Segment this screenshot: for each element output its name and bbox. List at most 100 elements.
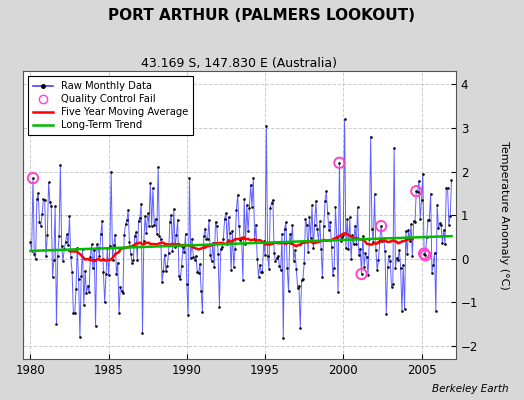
Point — [37, 222, 45, 229]
Point — [377, 223, 385, 229]
Point — [355, 252, 363, 259]
Point — [413, 189, 422, 195]
Point — [39, 196, 48, 202]
Point — [67, 254, 75, 260]
Point — [68, 269, 77, 275]
Point — [189, 254, 198, 260]
Point — [399, 262, 408, 268]
Point — [417, 197, 425, 204]
Point — [69, 310, 78, 316]
Point — [250, 236, 259, 243]
Point — [373, 267, 381, 274]
Point — [185, 175, 194, 181]
Point — [201, 226, 209, 232]
Point — [147, 222, 156, 229]
Point — [200, 233, 208, 240]
Point — [26, 239, 35, 246]
Point — [134, 218, 143, 224]
Point — [270, 250, 278, 256]
Point — [56, 162, 64, 168]
Point — [299, 276, 307, 282]
Point — [211, 219, 220, 225]
Point — [215, 304, 224, 310]
Point — [74, 276, 83, 282]
Point — [421, 252, 430, 258]
Point — [172, 232, 181, 238]
Point — [218, 244, 226, 250]
Point — [168, 248, 177, 254]
Point — [154, 164, 162, 170]
Point — [194, 270, 203, 276]
Point — [183, 281, 191, 288]
Point — [421, 252, 430, 258]
Point — [381, 248, 389, 255]
Point — [111, 232, 119, 238]
Point — [162, 268, 170, 274]
Point — [219, 236, 227, 242]
Point — [271, 258, 280, 264]
Point — [193, 269, 201, 275]
Point — [222, 210, 230, 216]
Point — [437, 222, 445, 228]
Point — [195, 261, 204, 267]
Point — [139, 238, 148, 244]
Point — [151, 216, 160, 222]
Point — [91, 323, 100, 330]
Point — [353, 204, 362, 210]
Point — [387, 284, 396, 290]
Point — [407, 221, 416, 227]
Point — [123, 217, 131, 224]
Point — [419, 170, 427, 177]
Point — [90, 247, 99, 254]
Point — [53, 252, 62, 259]
Point — [108, 256, 117, 263]
Point — [246, 182, 255, 188]
Point — [102, 271, 110, 278]
Legend: Raw Monthly Data, Quality Control Fail, Five Year Moving Average, Long-Term Tren: Raw Monthly Data, Quality Control Fail, … — [28, 76, 193, 135]
Point — [358, 232, 367, 239]
Point — [116, 283, 125, 290]
Point — [138, 330, 147, 336]
Point — [145, 222, 153, 229]
Point — [297, 277, 305, 283]
Point — [424, 216, 432, 223]
Point — [344, 246, 353, 252]
Point — [52, 321, 61, 328]
Point — [363, 254, 371, 260]
Point — [120, 232, 128, 238]
Point — [115, 309, 123, 316]
Point — [180, 249, 189, 256]
Point — [374, 257, 383, 263]
Point — [272, 255, 281, 262]
Point — [379, 235, 388, 242]
Point — [315, 218, 324, 224]
Point — [230, 264, 238, 270]
Point — [137, 200, 145, 207]
Point — [441, 241, 449, 247]
Point — [106, 243, 114, 249]
Point — [317, 246, 325, 252]
Point — [429, 262, 438, 268]
Point — [114, 260, 122, 266]
Point — [190, 257, 199, 263]
Point — [146, 180, 155, 186]
Point — [277, 266, 285, 273]
Point — [43, 232, 51, 238]
Point — [328, 244, 336, 250]
Point — [433, 202, 441, 208]
Point — [64, 242, 72, 248]
Point — [259, 238, 268, 244]
Point — [447, 177, 456, 183]
Point — [338, 234, 346, 240]
Point — [243, 202, 251, 208]
Point — [99, 268, 107, 275]
Point — [391, 264, 400, 271]
Point — [66, 213, 74, 219]
Point — [209, 239, 217, 246]
Point — [389, 281, 397, 288]
Point — [236, 237, 245, 243]
Point — [372, 247, 380, 254]
Point — [129, 257, 138, 264]
Point — [390, 144, 398, 151]
Point — [205, 217, 213, 223]
